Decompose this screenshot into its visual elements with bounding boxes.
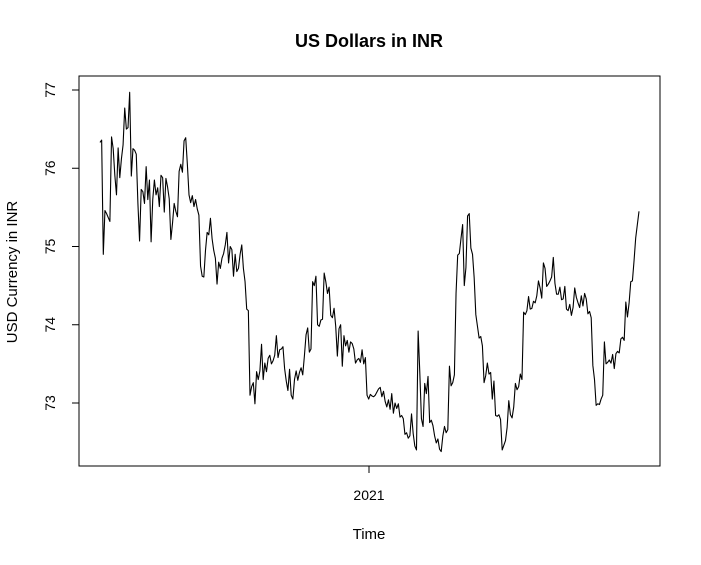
plot-frame — [78, 75, 661, 467]
x-axis: 2021 — [353, 466, 385, 503]
y-tick-label: 74 — [42, 317, 58, 333]
series-line — [99, 91, 640, 453]
y-tick-label: 76 — [42, 160, 58, 176]
x-tick-label: 2021 — [353, 487, 384, 503]
y-tick-label: 73 — [42, 395, 58, 411]
chart-title: US Dollars in INR — [295, 31, 443, 51]
y-tick-label: 77 — [42, 82, 58, 98]
y-tick-label: 75 — [42, 239, 58, 255]
y-axis: 73 74 75 76 77 — [42, 82, 80, 411]
x-axis-label: Time — [353, 526, 386, 543]
y-axis-label: USD Currency in INR — [4, 201, 21, 344]
